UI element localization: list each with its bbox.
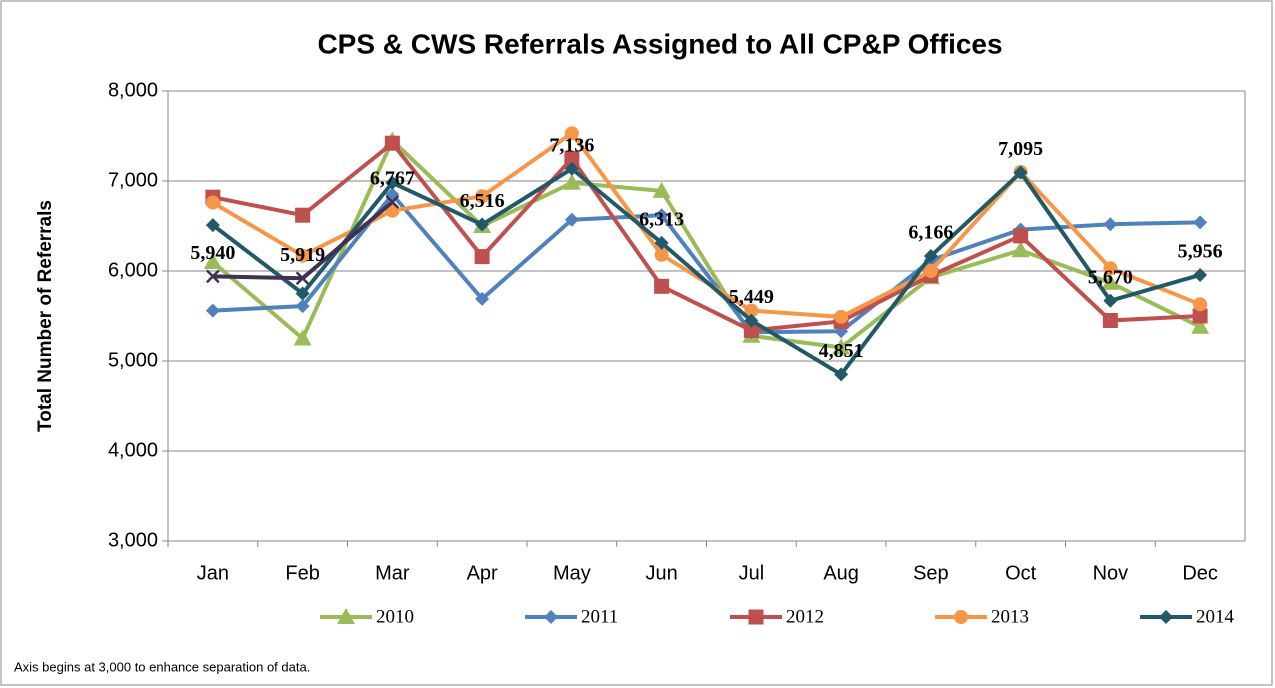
marker bbox=[652, 181, 671, 198]
marker bbox=[1013, 228, 1029, 244]
data-label: 5,670 bbox=[1088, 266, 1133, 288]
legend-label: 2014 bbox=[1196, 606, 1235, 627]
data-label: 6,516 bbox=[460, 190, 505, 212]
marker bbox=[1103, 261, 1118, 276]
x-tick-label: May bbox=[553, 562, 591, 584]
y-tick-label: 6,000 bbox=[108, 259, 158, 281]
marker bbox=[1193, 267, 1208, 282]
data-label: 6,166 bbox=[908, 222, 953, 244]
marker bbox=[1011, 241, 1030, 258]
marker bbox=[337, 608, 355, 624]
data-label: 5,940 bbox=[190, 242, 235, 264]
marker bbox=[654, 208, 669, 223]
y-tick-label: 8,000 bbox=[108, 79, 158, 101]
data-label: 7,095 bbox=[998, 138, 1043, 160]
marker bbox=[1193, 297, 1208, 312]
chart-title: CPS & CWS Referrals Assigned to All CP&P… bbox=[317, 28, 1002, 59]
x-tick-label: Oct bbox=[1005, 562, 1037, 584]
y-tick-label: 3,000 bbox=[108, 529, 158, 551]
marker bbox=[205, 218, 220, 233]
marker bbox=[384, 135, 400, 151]
marker bbox=[923, 264, 938, 278]
marker bbox=[293, 329, 312, 346]
marker bbox=[295, 299, 310, 314]
x-tick-label: Apr bbox=[467, 562, 498, 584]
marker bbox=[203, 253, 222, 269]
marker bbox=[295, 271, 310, 286]
x-tick-label: Sep bbox=[913, 562, 949, 584]
y-axis-title: Total Number of Referrals bbox=[35, 200, 56, 432]
marker bbox=[385, 195, 400, 209]
marker bbox=[205, 303, 220, 318]
series-line bbox=[211, 138, 1202, 350]
marker bbox=[385, 175, 400, 190]
y-tick-label: 7,000 bbox=[108, 169, 158, 191]
x-tick-label: Jan bbox=[197, 562, 229, 584]
marker bbox=[564, 151, 580, 166]
data-label: 4,851 bbox=[819, 340, 864, 362]
marker bbox=[1103, 217, 1118, 232]
marker bbox=[564, 126, 579, 141]
marker bbox=[743, 322, 759, 338]
marker bbox=[654, 278, 670, 294]
marker bbox=[1159, 610, 1173, 624]
marker bbox=[295, 248, 310, 263]
marker bbox=[475, 217, 490, 232]
x-tick-label: Nov bbox=[1093, 562, 1129, 584]
marker bbox=[1102, 313, 1118, 328]
x-tick-label: Aug bbox=[823, 562, 859, 584]
x-tick-label: Jul bbox=[739, 562, 765, 584]
x-tick-label: Jun bbox=[646, 562, 678, 584]
x-tick-label: Feb bbox=[285, 562, 319, 584]
data-label: 6,313 bbox=[639, 208, 684, 230]
marker bbox=[562, 173, 581, 190]
footnote: Axis begins at 3,000 to enhance separati… bbox=[14, 659, 310, 674]
marker bbox=[1013, 165, 1028, 180]
marker bbox=[744, 303, 759, 318]
legend-label: 2011 bbox=[581, 606, 618, 627]
marker bbox=[295, 207, 311, 223]
data-label: 7,136 bbox=[549, 134, 594, 156]
marker bbox=[475, 291, 490, 306]
x-tick-label: Dec bbox=[1182, 562, 1218, 584]
marker bbox=[1103, 293, 1118, 308]
series-line bbox=[211, 166, 1201, 377]
marker bbox=[474, 249, 490, 265]
marker bbox=[564, 161, 579, 176]
data-label: 6,767 bbox=[370, 168, 415, 190]
marker bbox=[748, 609, 764, 625]
legend-label: 2013 bbox=[991, 606, 1029, 627]
marker bbox=[544, 610, 558, 624]
marker bbox=[1192, 308, 1208, 324]
marker bbox=[205, 269, 220, 284]
data-label: 5,449 bbox=[729, 286, 774, 308]
marker bbox=[654, 235, 669, 250]
marker bbox=[834, 309, 849, 324]
marker bbox=[1193, 215, 1208, 230]
marker bbox=[923, 249, 938, 264]
marker bbox=[295, 286, 310, 301]
marker bbox=[1191, 317, 1210, 334]
legend-label: 2012 bbox=[786, 606, 824, 627]
y-tick-label: 4,000 bbox=[108, 439, 158, 461]
marker bbox=[1101, 273, 1120, 290]
marker bbox=[834, 367, 849, 382]
marker bbox=[654, 247, 669, 262]
marker bbox=[954, 610, 968, 624]
marker bbox=[832, 338, 851, 355]
legend-label: 2010 bbox=[376, 606, 414, 627]
marker bbox=[744, 313, 759, 328]
x-tick-label: Mar bbox=[375, 562, 410, 584]
marker bbox=[205, 195, 220, 210]
marker bbox=[564, 212, 579, 227]
marker bbox=[475, 189, 490, 204]
data-label: 5,956 bbox=[1178, 241, 1223, 263]
y-tick-label: 5,000 bbox=[108, 349, 158, 371]
data-label: 5,919 bbox=[280, 244, 325, 266]
series-line bbox=[212, 141, 1201, 333]
